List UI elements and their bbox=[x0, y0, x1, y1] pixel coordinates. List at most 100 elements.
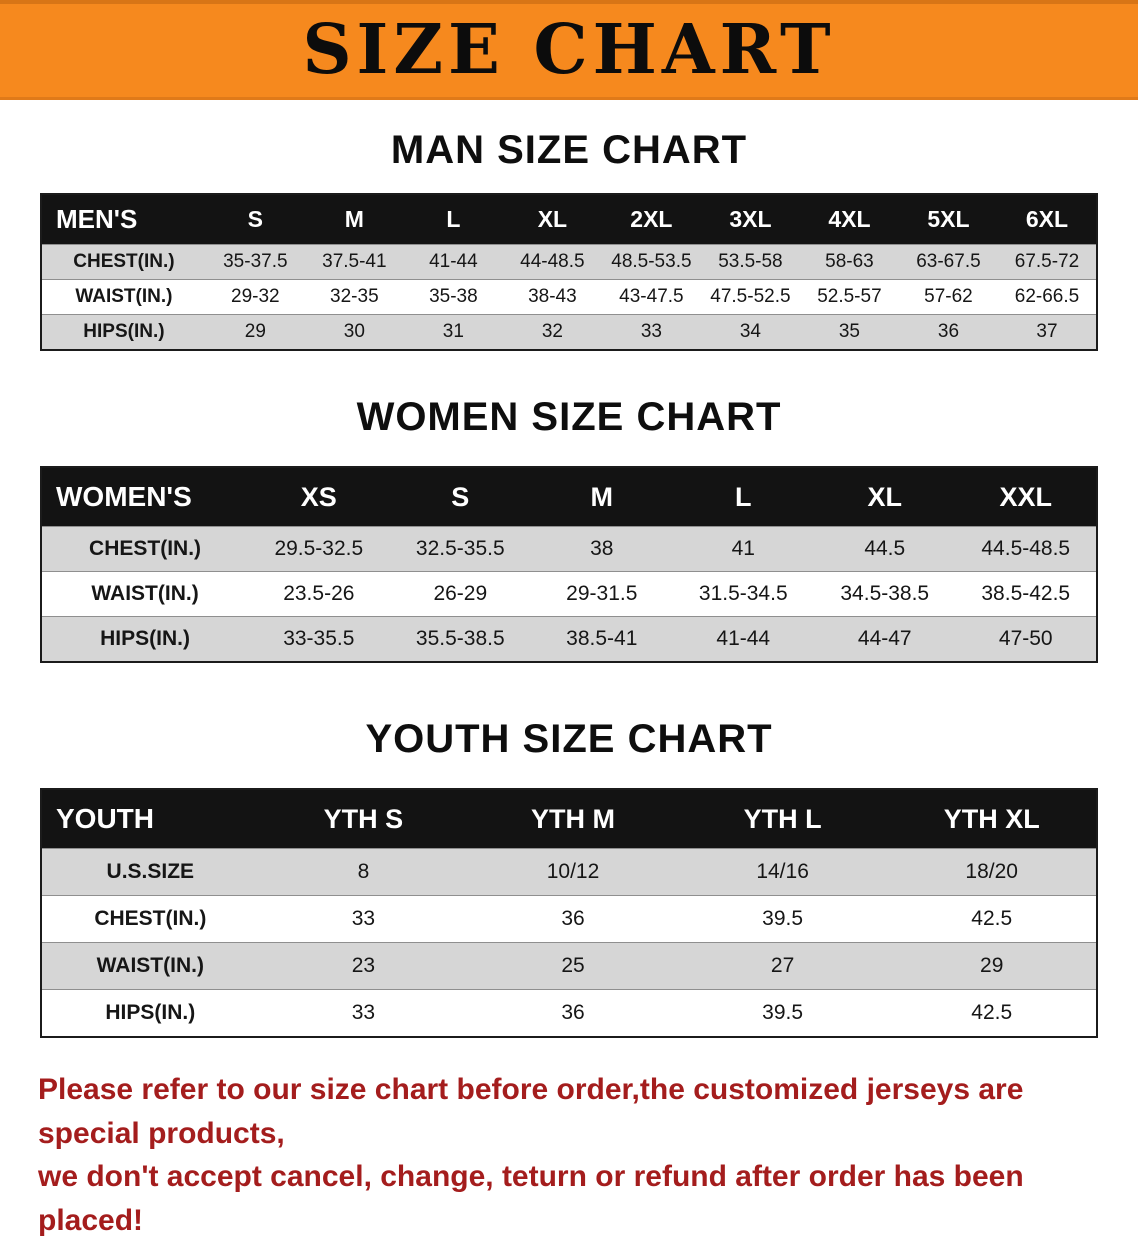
size-value: 44-48.5 bbox=[520, 251, 585, 272]
men-section-heading: MAN SIZE CHART bbox=[390, 128, 748, 172]
size-value: 44-47 bbox=[857, 627, 912, 650]
row-label: CHEST(IN.) bbox=[89, 537, 202, 560]
youth-section: YOUTH SIZE CHART YOUTH YTH S YTH M YTH L YTH… bbox=[0, 717, 1138, 1038]
size-value: 38.5-42.5 bbox=[981, 582, 1071, 605]
size-value: 39.5 bbox=[762, 907, 804, 930]
men-section: MAN SIZE CHART MEN'S S M L XL 2XL 3XL 4XL 5XL 6XL… bbox=[0, 128, 1138, 351]
table-title-cell: MEN'S bbox=[41, 194, 206, 245]
column-header: YTH M bbox=[468, 789, 678, 849]
size-value: 41-44 bbox=[716, 627, 771, 650]
size-value: 47.5-52.5 bbox=[710, 286, 791, 307]
row-label: WAIST(IN.) bbox=[96, 954, 204, 977]
size-value: 57-62 bbox=[924, 286, 973, 307]
size-value: 29.5-32.5 bbox=[274, 537, 364, 560]
table-row: HIPS(IN.) 33 36 39.5 42.5 bbox=[41, 989, 1097, 1037]
disclaimer-line-2: we don't accept cancel, change, teturn o… bbox=[38, 1160, 1024, 1237]
table-row: CHEST(IN.) 33 36 39.5 42.5 bbox=[41, 895, 1097, 943]
row-label: WAIST(IN.) bbox=[91, 582, 199, 605]
size-value: 34.5-38.5 bbox=[840, 582, 930, 605]
column-header: S bbox=[205, 194, 305, 245]
size-value: 34 bbox=[739, 321, 761, 342]
size-value: 62-66.5 bbox=[1014, 286, 1080, 307]
row-label: U.S.SIZE bbox=[106, 860, 195, 883]
size-value: 14/16 bbox=[756, 860, 809, 883]
size-value: 8 bbox=[357, 860, 370, 883]
women-size-table: WOMEN'S XS S M L XL XXL CHEST(IN.) 29.5-32.5 32.5… bbox=[40, 466, 1098, 663]
table-row: CHEST(IN.) 35-37.5 37.5-41 41-44 44-48.5 48.5… bbox=[41, 244, 1097, 280]
table-row: WAIST(IN.) 29-32 32-35 35-38 38-43 43-47.5 47.… bbox=[41, 279, 1097, 315]
row-label: CHEST(IN.) bbox=[73, 251, 175, 272]
column-header: S bbox=[389, 467, 532, 527]
size-value: 37 bbox=[1036, 321, 1058, 342]
column-header: M bbox=[531, 467, 673, 527]
banner: SIZE CHART bbox=[0, 0, 1138, 100]
header-row: MEN'S S M L XL 2XL 3XL 4XL 5XL 6XL bbox=[41, 194, 1097, 245]
size-value: 36 bbox=[937, 321, 960, 342]
size-value: 37.5-41 bbox=[322, 251, 387, 272]
column-header: YTH S bbox=[258, 789, 469, 849]
size-value: 32 bbox=[541, 321, 563, 342]
size-value: 29 bbox=[980, 954, 1004, 977]
size-value: 29 bbox=[244, 321, 266, 342]
disclaimer-note: Please refer to our size chart before or… bbox=[38, 1068, 1100, 1242]
page-title: SIZE CHART bbox=[302, 10, 836, 90]
table-title-cell: YOUTH bbox=[41, 789, 259, 849]
size-value: 43-47.5 bbox=[619, 286, 684, 307]
size-value: 44.5-48.5 bbox=[981, 537, 1071, 560]
table-row: WAIST(IN.) 23 25 27 29 bbox=[41, 942, 1097, 990]
column-header: M bbox=[304, 194, 404, 245]
youth-section-heading: YOUTH SIZE CHART bbox=[365, 717, 773, 761]
youth-size-table: YOUTH YTH S YTH M YTH L YTH XL U.S.SIZE 8 10/12… bbox=[40, 788, 1098, 1038]
row-label: WAIST(IN.) bbox=[75, 286, 173, 307]
size-value: 38 bbox=[590, 537, 614, 560]
column-header: XL bbox=[502, 194, 602, 245]
header-row: WOMEN'S XS S M L XL XXL bbox=[41, 467, 1097, 527]
size-value: 31.5-34.5 bbox=[698, 582, 788, 605]
women-section: WOMEN SIZE CHART WOMEN'S XS S M L XL XXL CHEST(… bbox=[0, 395, 1138, 663]
column-header: 5XL bbox=[898, 194, 998, 245]
size-value: 53.5-58 bbox=[718, 251, 783, 272]
column-header: XL bbox=[814, 467, 956, 527]
women-section-heading: WOMEN SIZE CHART bbox=[356, 395, 782, 439]
size-value: 23 bbox=[351, 954, 376, 977]
size-value: 10/12 bbox=[546, 860, 600, 883]
row-label: HIPS(IN.) bbox=[105, 1001, 196, 1024]
size-value: 30 bbox=[343, 321, 365, 342]
size-value: 42.5 bbox=[971, 1001, 1013, 1024]
size-value: 25 bbox=[561, 954, 585, 977]
table-row: HIPS(IN.) 29 30 31 32 33 34 35 36 37 bbox=[41, 314, 1097, 350]
size-value: 58-63 bbox=[825, 251, 874, 272]
column-header: 6XL bbox=[997, 194, 1097, 245]
size-value: 18/20 bbox=[965, 860, 1018, 883]
size-value: 35.5-38.5 bbox=[415, 627, 505, 650]
size-value: 36 bbox=[561, 1001, 585, 1024]
size-value: 44.5 bbox=[864, 537, 906, 560]
header-row: YOUTH YTH S YTH M YTH L YTH XL bbox=[41, 789, 1097, 849]
row-label: HIPS(IN.) bbox=[100, 627, 190, 650]
size-value: 38.5-41 bbox=[566, 627, 638, 650]
size-value: 41-44 bbox=[429, 251, 478, 272]
size-value: 26-29 bbox=[433, 582, 488, 605]
size-value: 33 bbox=[640, 321, 662, 342]
column-header: XXL bbox=[955, 467, 1097, 527]
table-row: WAIST(IN.) 23.5-26 26-29 29-31.5 31.5-34.5 34… bbox=[41, 571, 1097, 617]
size-value: 33 bbox=[351, 907, 376, 930]
size-value: 31 bbox=[442, 321, 464, 342]
size-value: 33 bbox=[351, 1001, 376, 1024]
column-header: 4XL bbox=[799, 194, 899, 245]
column-header: L bbox=[672, 467, 815, 527]
size-value: 32.5-35.5 bbox=[415, 537, 505, 560]
size-value: 63-67.5 bbox=[916, 251, 981, 272]
size-value: 39.5 bbox=[762, 1001, 804, 1024]
men-size-table: MEN'S S M L XL 2XL 3XL 4XL 5XL 6XL CHEST(IN.) 35-37… bbox=[40, 193, 1098, 351]
size-value: 42.5 bbox=[971, 907, 1013, 930]
row-label: HIPS(IN.) bbox=[83, 321, 165, 342]
column-header: XS bbox=[248, 467, 390, 527]
size-value: 35 bbox=[838, 321, 860, 342]
size-value: 23.5-26 bbox=[283, 582, 355, 605]
size-value: 35-38 bbox=[429, 286, 478, 307]
table-row: HIPS(IN.) 33-35.5 35.5-38.5 38.5-41 41-44 44-… bbox=[41, 616, 1097, 662]
size-value: 33-35.5 bbox=[283, 627, 355, 650]
size-value: 29-31.5 bbox=[566, 582, 638, 605]
